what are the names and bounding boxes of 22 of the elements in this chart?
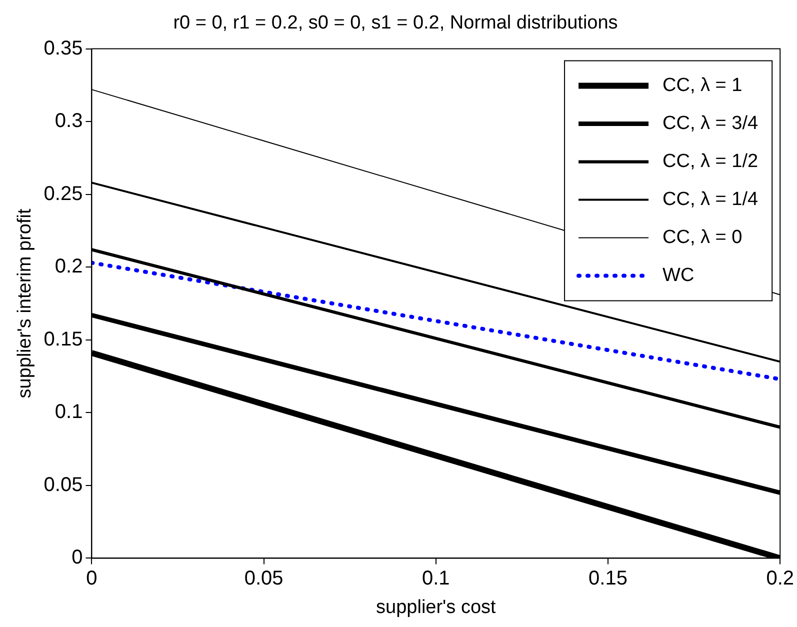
y-tick-label: 0.3 bbox=[54, 110, 83, 132]
legend-label: CC, λ = 3/4 bbox=[662, 113, 759, 134]
legend-label: CC, λ = 0 bbox=[662, 227, 742, 248]
x-tick-label: 0.05 bbox=[244, 568, 284, 590]
x-tick-label: 0.1 bbox=[422, 568, 450, 590]
legend-label: CC, λ = 1/2 bbox=[662, 151, 758, 172]
y-tick-label: 0.15 bbox=[44, 328, 83, 350]
y-axis-title: supplier's interim profit bbox=[14, 208, 36, 398]
x-tick-label: 0 bbox=[86, 568, 98, 590]
y-tick-label: 0.2 bbox=[54, 256, 83, 278]
x-tick-label: 0.15 bbox=[588, 568, 628, 590]
y-tick-label: 0.25 bbox=[44, 182, 83, 205]
y-tick-label: 0 bbox=[72, 546, 83, 569]
y-tick-label: 0.1 bbox=[54, 401, 83, 424]
y-tick-label: 0.05 bbox=[44, 474, 83, 496]
legend-label: CC, λ = 1 bbox=[662, 75, 742, 96]
x-tick-label: 0.2 bbox=[766, 568, 794, 590]
chart-title: r0 = 0, r1 = 0.2, s0 = 0, s1 = 0.2, Normal distributions bbox=[173, 12, 618, 34]
legend-label: CC, λ = 1/4 bbox=[662, 189, 759, 210]
legend-label: WC bbox=[662, 265, 694, 286]
x-axis-title: supplier's cost bbox=[376, 596, 497, 618]
y-tick-label: 0.35 bbox=[44, 37, 83, 60]
